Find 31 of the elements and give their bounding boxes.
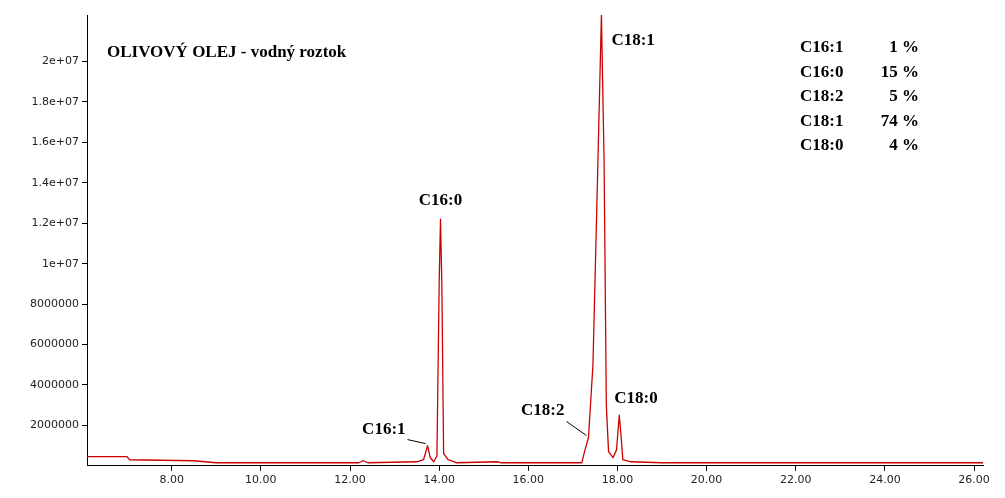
text: OLIVOVÝ OLEJ - vodný roztok bbox=[107, 42, 347, 61]
text: C16:0 15 % bbox=[800, 61, 919, 81]
x-tick-label: 24.00 bbox=[869, 473, 901, 487]
x-tick-label: 10.00 bbox=[245, 473, 277, 487]
x-tick-label: 26.00 bbox=[958, 473, 990, 487]
annotation: C18:1 bbox=[611, 30, 655, 49]
y-tick-label: 4000000 bbox=[30, 377, 79, 391]
text: C18:1 74 % bbox=[800, 110, 919, 130]
x-tick-label: 8.00 bbox=[159, 473, 184, 487]
y-tick-label: 1.2e+07 bbox=[31, 216, 79, 230]
text: C18:0 4 % bbox=[800, 135, 919, 154]
y-tick-label: 1.6e+07 bbox=[31, 135, 79, 149]
x-tick-label: 14.00 bbox=[423, 473, 455, 487]
annotation: C16:0 bbox=[418, 190, 463, 210]
annotation: C18:2 bbox=[521, 400, 565, 420]
annotation: C16:1 bbox=[362, 418, 406, 438]
y-tick-label: 1.4e+07 bbox=[31, 175, 79, 189]
x-tick-label: 22.00 bbox=[780, 473, 812, 487]
x-tick-label: 16.00 bbox=[512, 473, 545, 487]
y-tick-label: 2000000 bbox=[30, 418, 79, 432]
x-tick-label: 12.00 bbox=[334, 473, 366, 487]
annotation: C18:0 bbox=[614, 388, 658, 408]
text: C16:1 1 % bbox=[800, 37, 919, 56]
y-tick-label: 6000000 bbox=[30, 337, 79, 351]
y-tick-label: 2e+07 bbox=[42, 54, 79, 68]
x-tick-label: 20.00 bbox=[690, 473, 723, 487]
y-tick-label: 8000000 bbox=[30, 296, 79, 310]
text: C18:2 5 % bbox=[800, 86, 919, 105]
x-tick-label: 18.00 bbox=[601, 473, 634, 487]
y-tick-label: 1.8e+07 bbox=[31, 94, 79, 108]
y-tick-label: 1e+07 bbox=[42, 256, 79, 270]
